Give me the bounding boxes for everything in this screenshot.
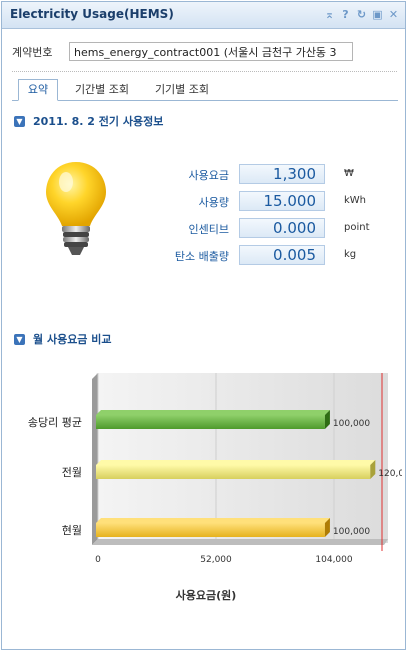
x-tick-label: 52,000 xyxy=(200,555,232,565)
summary-header[interactable]: ▼ 2011. 8. 2 전기 사용정보 xyxy=(14,113,163,129)
compare-title: 월 사용요금 비교 xyxy=(33,333,112,346)
lightbulb-icon xyxy=(46,162,106,255)
amount-unit: kWh xyxy=(344,195,367,206)
tab-bar: 요약 기간별 조회 기기별 조회 xyxy=(12,79,398,101)
carbon-unit: kg xyxy=(344,249,357,260)
collapse-icon[interactable]: ⌅ xyxy=(324,8,335,21)
tab-device[interactable]: 기기별 조회 xyxy=(154,83,210,96)
bar-side xyxy=(324,410,330,429)
close-icon[interactable]: ✕ xyxy=(388,8,399,21)
compare-header[interactable]: ▼ 월 사용요금 비교 xyxy=(14,331,112,347)
bar-value-label: 100,000 xyxy=(333,419,370,429)
category-label: 현월 xyxy=(62,524,82,537)
fee-unit: ₩ xyxy=(344,168,354,179)
fee-label: 사용요금 xyxy=(188,169,229,182)
tab-summary[interactable]: 요약 xyxy=(18,79,58,101)
contract-field[interactable]: hems_energy_contract001 (서울시 금천구 가산동 3 xyxy=(69,42,353,61)
bar-top xyxy=(96,460,376,465)
bar-top xyxy=(96,410,330,415)
refresh-icon[interactable]: ↻ xyxy=(356,8,367,21)
amount-label: 사용량 xyxy=(198,196,229,209)
tab-period[interactable]: 기간별 조회 xyxy=(74,83,130,96)
contract-label: 계약번호 xyxy=(12,46,53,59)
bar xyxy=(96,415,325,429)
maximize-icon[interactable]: ▣ xyxy=(372,8,383,21)
carbon-label: 탄소 배출량 xyxy=(174,250,229,263)
help-icon[interactable]: ? xyxy=(342,8,349,21)
usage-compare-chart: 100,000 송당리 평균 120,000 전월 100,000 현월 0 52,000 10… xyxy=(28,373,402,565)
category-label: 전월 xyxy=(62,466,82,479)
summary-title: 2011. 8. 2 전기 사용정보 xyxy=(33,115,164,128)
plot-floor xyxy=(92,539,388,545)
contract-row: 계약번호 hems_energy_contract001 (서울시 금천구 가산… xyxy=(12,42,397,62)
fee-value: 1,300 xyxy=(239,164,325,184)
title-bar: Electricity Usage(HEMS) ⌅ ? ↻ ▣ ✕ xyxy=(2,2,405,29)
usage-row-carbon: 탄소 배출량 0.005 kg xyxy=(142,245,382,265)
bar-side xyxy=(370,460,376,479)
carbon-value: 0.005 xyxy=(239,245,325,265)
incentive-unit: point xyxy=(344,222,370,233)
usage-row-amount: 사용량 15.000 kWh xyxy=(142,191,382,211)
window-title: Electricity Usage(HEMS) xyxy=(10,7,174,21)
bar-value-label: 120,000 xyxy=(378,469,402,479)
x-tick-label: 0 xyxy=(95,555,101,565)
x-tick-label: 104,000 xyxy=(315,555,352,565)
incentive-label: 인센티브 xyxy=(188,223,229,236)
titlebar-icons: ⌅ ? ↻ ▣ ✕ xyxy=(324,8,399,21)
bar xyxy=(96,523,325,537)
bar xyxy=(96,465,371,479)
plot-background xyxy=(96,373,388,543)
bar-top xyxy=(96,518,330,523)
chevron-down-icon: ▼ xyxy=(14,333,25,345)
bar-side xyxy=(324,518,330,537)
bar-value-label: 100,000 xyxy=(333,527,370,537)
amount-value: 15.000 xyxy=(239,191,325,211)
usage-row-fee: 사용요금 1,300 ₩ xyxy=(142,164,382,184)
plot-left-wall xyxy=(92,373,98,545)
divider xyxy=(12,71,397,72)
chevron-down-icon: ▼ xyxy=(14,115,25,127)
chart-x-title: 사용요금(원) xyxy=(175,589,237,602)
usage-row-incentive: 인센티브 0.000 point xyxy=(142,218,382,238)
incentive-value: 0.000 xyxy=(239,218,325,238)
category-label: 송당리 평균 xyxy=(28,416,82,429)
